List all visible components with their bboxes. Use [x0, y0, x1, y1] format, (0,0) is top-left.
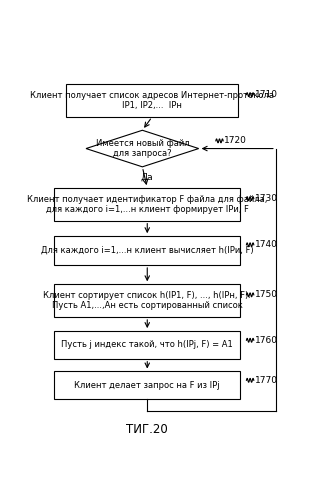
Text: ΤИГ.20: ΤИГ.20 — [126, 423, 168, 436]
Text: 1720: 1720 — [224, 136, 247, 145]
FancyBboxPatch shape — [54, 236, 240, 265]
Text: Да: Да — [141, 172, 154, 181]
Text: Имеется новый файл
для запроса?: Имеется новый файл для запроса? — [95, 139, 189, 158]
FancyBboxPatch shape — [54, 188, 240, 220]
FancyBboxPatch shape — [54, 372, 240, 399]
Text: Клиент делает запрос на F из IPј: Клиент делает запрос на F из IPј — [75, 381, 220, 390]
Text: 1740: 1740 — [254, 240, 277, 250]
Text: 1710: 1710 — [254, 90, 277, 99]
Text: 1770: 1770 — [254, 376, 277, 385]
Text: Клиент получает идентификатор F файла для файла,
для каждого i=1,...н клиент фор: Клиент получает идентификатор F файла дл… — [27, 194, 267, 214]
Polygon shape — [86, 130, 199, 167]
FancyBboxPatch shape — [66, 84, 238, 117]
Text: 1750: 1750 — [254, 290, 277, 300]
Text: Клиент получает список адресов Интернет-протокола
IP1, IP2,...  IPн: Клиент получает список адресов Интернет-… — [30, 90, 274, 110]
Text: Клиент сортирует список h(IP1, F), ..., h(IPн, F).
Пусть А1,...,Ан есть сортиров: Клиент сортирует список h(IP1, F), ..., … — [43, 291, 251, 310]
FancyBboxPatch shape — [54, 331, 240, 359]
Text: 1760: 1760 — [254, 336, 277, 345]
FancyBboxPatch shape — [54, 284, 240, 317]
Text: 1730: 1730 — [254, 194, 277, 203]
Text: Пусть j индекс такой, что h(IPј, F) = А1: Пусть j индекс такой, что h(IPј, F) = А1 — [61, 340, 233, 349]
Text: Для каждого i=1,...н клиент вычисляет h(IPи, F): Для каждого i=1,...н клиент вычисляет h(… — [41, 246, 253, 255]
